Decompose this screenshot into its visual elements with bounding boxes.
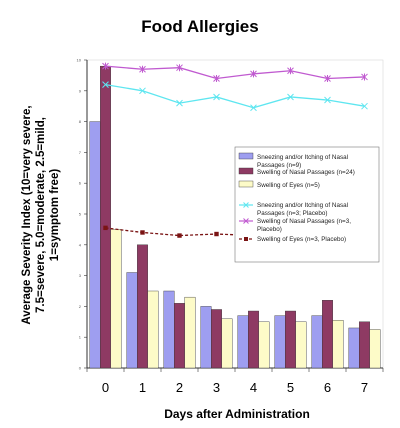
bar-sneezing [163, 290, 175, 369]
marker-eye-swelling-placebo [103, 225, 108, 231]
x-tick-label: 5 [287, 380, 294, 395]
marker-sneezing-placebo [324, 96, 331, 104]
y-tick-label: 0 [79, 366, 82, 371]
marker-nasal-swelling-placebo [287, 67, 294, 75]
bar-sneezing [200, 306, 212, 369]
legend: Sneezing and/or Itching of NasalPassages… [234, 146, 380, 263]
marker-eye-swelling-placebo [214, 231, 219, 237]
y-tick-label: 7 [79, 150, 82, 155]
bar-nasal-swelling [100, 65, 111, 369]
y-axis-label-line: 1=symptom free) [49, 169, 61, 262]
bar-sneezing [89, 121, 101, 369]
y-axis-label-line: 7.5=severe, 5.0=moderate, 2.5=mild, [35, 117, 47, 313]
bar-sneezing [311, 315, 323, 369]
legend-sneezing-label: Passages (n=9) [257, 162, 301, 169]
x-tick-label: 3 [213, 380, 220, 395]
bar-eye-swelling [295, 321, 307, 369]
bar-nasal-swelling [137, 244, 148, 369]
x-tick-label: 4 [250, 380, 257, 395]
marker-sneezing-placebo [287, 93, 294, 101]
bar-eye-swelling [110, 229, 122, 369]
legend-box [234, 146, 380, 263]
bar-sneezing [126, 272, 138, 369]
y-tick-label: 1 [79, 335, 82, 340]
y-axis-label: Average Severity Index (10=very severe, 7… [21, 105, 61, 324]
legend-sneezing-swatch [238, 152, 254, 160]
marker-sneezing-placebo [176, 99, 183, 107]
marker-nasal-swelling-placebo [102, 62, 109, 70]
bar-nasal-swelling [322, 300, 333, 369]
x-axis-label: Days after Administration [164, 407, 310, 421]
marker-sneezing-placebo [361, 102, 368, 110]
marker-sneezing-placebo [250, 104, 257, 112]
y-tick-label: 3 [79, 273, 82, 278]
marker-sneezing-placebo [213, 93, 220, 101]
line-nasal-swelling-placebo [105, 65, 365, 80]
legend-eye-swelling-swatch [238, 180, 254, 188]
chart-title: Food Allergies [141, 17, 258, 36]
x-tick-label: 7 [361, 380, 368, 395]
marker-sneezing-placebo [139, 87, 146, 95]
legend-eye-swelling-placebo-label: Swelling of Eyes (n=3, Placebo) [257, 236, 346, 243]
legend-eye-swelling-placebo-marker [244, 237, 248, 241]
bar-sneezing [237, 315, 249, 369]
legend-nasal-swelling-swatch [238, 167, 254, 175]
marker-eye-swelling-placebo [140, 230, 145, 235]
bar-sneezing [274, 315, 286, 369]
bar-eye-swelling [258, 321, 270, 369]
marker-nasal-swelling-placebo [361, 73, 368, 81]
legend-sneezing-placebo-marker [243, 202, 249, 208]
legend-nasal-swelling-placebo-marker [243, 218, 249, 224]
legend-sneezing-label: Sneezing and/or Itching of Nasal [257, 154, 348, 161]
x-tick-label: 0 [102, 380, 109, 395]
bar-eye-swelling [332, 320, 344, 369]
y-tick-label: 4 [79, 242, 82, 247]
bar-sneezing [348, 327, 360, 369]
marker-nasal-swelling-placebo [213, 74, 220, 82]
marker-nasal-swelling-placebo [139, 65, 146, 73]
legend-nasal-swelling-placebo-label: Swelling of Nasal Passages (n=3, [257, 218, 351, 225]
bar-nasal-swelling [248, 310, 259, 369]
legend-nasal-swelling-placebo-label: Placebo) [257, 226, 282, 233]
y-tick-label: 2 [79, 304, 82, 309]
bar-nasal-swelling [174, 303, 185, 369]
legend-nasal-swelling-label: Swelling of Nasal Passages (n=24) [257, 169, 355, 176]
line-sneezing-placebo [105, 83, 365, 109]
marker-eye-swelling-placebo [177, 233, 182, 238]
bar-eye-swelling [147, 290, 159, 369]
x-tick-label: 1 [139, 380, 146, 395]
marker-nasal-swelling-placebo [324, 74, 331, 82]
legend-eye-swelling-label: Swelling of Eyes (n=5) [257, 182, 320, 189]
y-tick-label: 9 [79, 88, 82, 93]
marker-nasal-swelling-placebo [250, 70, 257, 78]
bar-nasal-swelling [285, 310, 296, 369]
marker-sneezing-placebo [102, 81, 109, 88]
legend-sneezing-placebo-label: Sneezing and/or Itching of Nasal [257, 202, 348, 209]
plot-area: 0 1 2 3 4 5 6 7 8 9 10 0 1 2 3 4 5 6 7 [77, 58, 384, 395]
bar-nasal-swelling [359, 321, 370, 369]
bar-eye-swelling [369, 329, 381, 369]
y-tick-label: 6 [79, 181, 82, 186]
y-axis-label-line: Average Severity Index (10=very severe, [21, 105, 33, 324]
marker-nasal-swelling-placebo [176, 64, 183, 72]
bar-nasal-swelling [211, 309, 222, 369]
x-tick-label: 2 [176, 380, 183, 395]
bar-eye-swelling [221, 318, 233, 369]
y-tick-label: 8 [79, 119, 82, 124]
x-tick-label: 6 [324, 380, 331, 395]
bar-eye-swelling [184, 296, 196, 369]
y-tick-label: 5 [79, 212, 82, 217]
y-tick-label: 10 [77, 58, 82, 63]
legend-sneezing-placebo-label: Passages (n=3; Placebo) [257, 210, 328, 217]
